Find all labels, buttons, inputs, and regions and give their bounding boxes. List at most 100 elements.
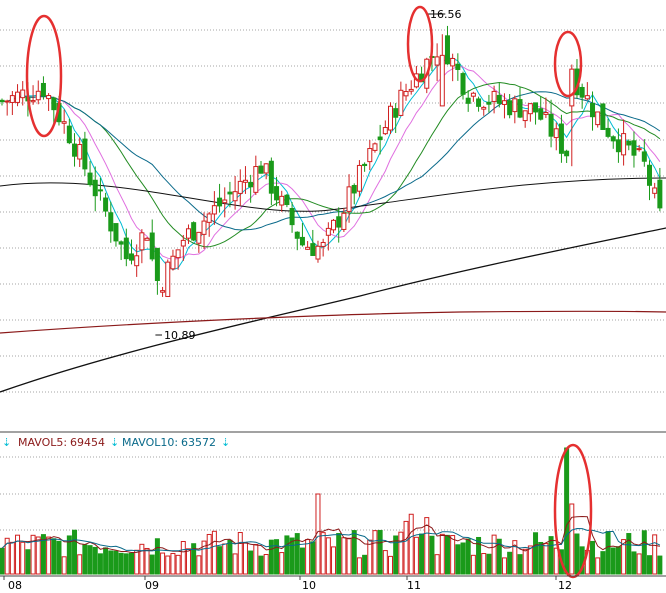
candle-body — [538, 108, 544, 120]
down-arrow-icon: ⇣ — [110, 436, 119, 449]
candle-body — [248, 181, 254, 188]
candle-body — [97, 189, 103, 192]
volume-bar — [232, 553, 238, 575]
volume-bar — [610, 547, 616, 575]
volume-bar — [496, 538, 502, 575]
volume-bar — [470, 554, 476, 575]
candle-body — [470, 92, 476, 97]
candle-body — [543, 112, 549, 115]
volume-bar — [621, 539, 627, 575]
ma-line-mid — [0, 177, 666, 212]
candle-body — [507, 100, 513, 116]
candle-body — [590, 102, 596, 118]
candle-body — [274, 186, 280, 201]
candle-body — [652, 187, 658, 194]
volume-bar — [424, 517, 430, 575]
volume-bar — [294, 533, 300, 575]
candle-body — [222, 199, 228, 204]
volume-bar — [97, 553, 103, 575]
volume-bar — [185, 548, 191, 575]
candle-body — [476, 98, 482, 107]
candle-body — [191, 222, 197, 241]
volume-bar — [108, 550, 114, 575]
volume-bar — [403, 520, 409, 575]
volume-bar — [144, 547, 150, 575]
candle-body — [641, 151, 647, 162]
candle-body — [331, 219, 337, 231]
volume-bar — [268, 539, 274, 575]
candle-body — [46, 95, 52, 100]
candle-body — [501, 100, 507, 105]
x-axis: 08 09 10 11 12 — [0, 575, 666, 592]
volume-bar — [25, 549, 31, 575]
volume-bar — [201, 540, 207, 575]
volume-bar — [222, 543, 228, 575]
candle-body — [351, 184, 357, 194]
candle-body — [600, 103, 606, 130]
candle-body — [481, 106, 487, 110]
candle-body — [242, 179, 248, 183]
candle-body — [460, 73, 466, 95]
candle-body — [439, 54, 445, 107]
candle-body — [356, 164, 362, 192]
candle-body — [180, 239, 186, 247]
volume-bar — [325, 537, 331, 575]
candle-body — [336, 216, 342, 228]
ma-line-longest — [0, 310, 666, 334]
volume-bar — [626, 533, 632, 575]
candle-body — [584, 95, 590, 100]
volume-bar — [113, 550, 119, 575]
volume-bar — [543, 543, 549, 575]
volume-bar — [258, 555, 264, 575]
highlight-circle — [406, 5, 434, 83]
volume-bar — [439, 533, 445, 575]
candle-body — [15, 91, 21, 103]
candle-body — [647, 164, 652, 186]
candle-body — [558, 123, 564, 154]
candle-body — [626, 140, 632, 146]
volume-bar — [652, 534, 658, 575]
volume-bar — [15, 534, 21, 575]
candle-body — [569, 68, 575, 107]
volume-bar — [4, 537, 10, 575]
candle-body — [657, 179, 663, 209]
candle-body — [170, 255, 176, 270]
volume-bar — [284, 535, 290, 575]
candle-body — [279, 195, 285, 206]
candle-body — [154, 247, 160, 282]
volume-bar — [590, 540, 596, 575]
candle-body — [455, 63, 461, 70]
x-tick-label: 09 — [145, 579, 159, 592]
volume-bar — [149, 554, 155, 575]
candle-body — [108, 212, 114, 232]
volume-bar — [657, 555, 663, 575]
volume-bar — [533, 532, 539, 575]
down-arrow-icon: ⇣ — [2, 436, 11, 449]
volume-ma-line — [1, 515, 660, 554]
volume-bar — [263, 554, 269, 575]
candle-body — [92, 179, 98, 197]
volume-bar — [527, 545, 533, 575]
candle-body — [491, 90, 497, 102]
low-price-label: 10.89 — [164, 329, 196, 342]
candle-body — [305, 246, 311, 250]
candle-body — [40, 82, 46, 97]
candle-body — [434, 56, 440, 66]
volume-bar — [72, 529, 78, 575]
candle-body — [289, 208, 295, 226]
candle-body — [403, 91, 409, 97]
volume-bar — [517, 554, 523, 575]
candle-body — [4, 100, 10, 103]
volume-bar — [35, 536, 41, 575]
candle-body — [522, 110, 528, 122]
candle-body — [165, 261, 171, 297]
candle-body — [227, 191, 233, 195]
candle-body — [382, 127, 388, 135]
volume-bar — [636, 553, 642, 575]
price-gridlines — [0, 29, 666, 393]
volume-bar — [20, 541, 26, 575]
ma-line-long — [0, 227, 666, 393]
candle-body — [393, 108, 399, 118]
candle-body — [512, 98, 518, 113]
x-tick-label: 10 — [302, 579, 316, 592]
